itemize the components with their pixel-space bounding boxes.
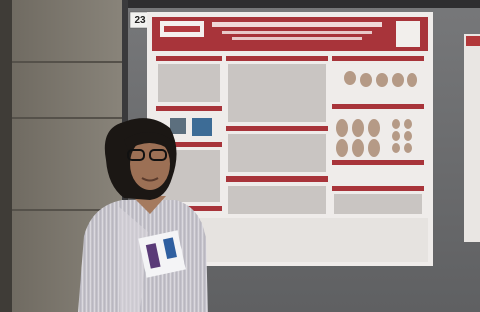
page: 23 [0,0,480,312]
photo: 23 [0,0,480,312]
board-number: 23 [134,15,146,26]
